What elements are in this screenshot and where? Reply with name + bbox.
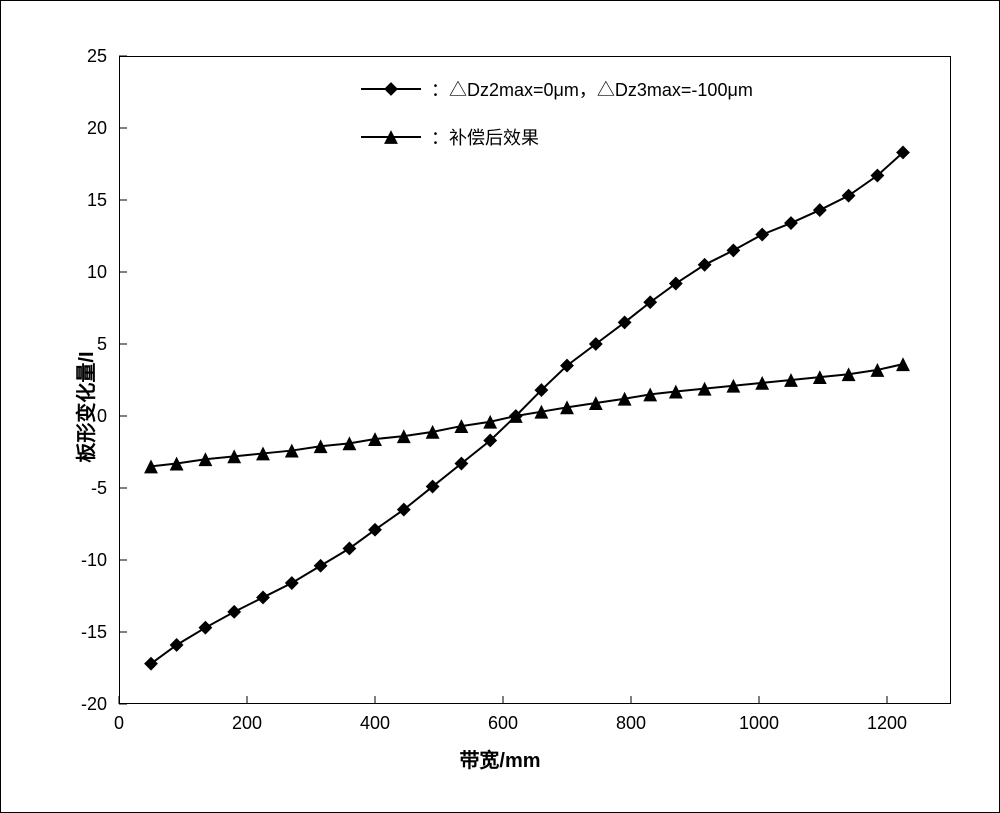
chart-container: 板形变化量/I 带宽/mm ：△Dz2max=0μm，△Dz3max=-100μ… [0, 0, 1000, 813]
legend-symbol [361, 81, 421, 97]
diamond-icon [381, 79, 401, 99]
plot-border [119, 56, 951, 704]
y-tick-label: 0 [97, 407, 107, 425]
y-tick-label: 5 [97, 335, 107, 353]
y-axis-label: 板形变化量/I [70, 351, 99, 462]
legend-label: ：△Dz2max=0μm，△Dz3max=-100μm [431, 76, 753, 102]
y-tick-label: 10 [87, 263, 107, 281]
x-tick-label: 800 [616, 714, 646, 732]
y-tick-label: -20 [81, 695, 107, 713]
y-tick-label: -15 [81, 623, 107, 641]
legend-symbol [361, 129, 421, 145]
y-tick-label: 20 [87, 119, 107, 137]
x-tick-label: 0 [114, 714, 124, 732]
x-tick-label: 400 [360, 714, 390, 732]
plot-area [119, 56, 951, 704]
y-tick-label: -10 [81, 551, 107, 569]
y-tick-label: 25 [87, 47, 107, 65]
x-tick-label: 1000 [739, 714, 779, 732]
triangle-icon [381, 127, 401, 147]
legend: ：△Dz2max=0μm，△Dz3max=-100μm ：补偿后效果 [361, 76, 753, 150]
x-tick-label: 600 [488, 714, 518, 732]
legend-item: ：补偿后效果 [361, 124, 753, 150]
legend-item: ：△Dz2max=0μm，△Dz3max=-100μm [361, 76, 753, 102]
x-tick-label: 1200 [867, 714, 907, 732]
x-axis-label: 带宽/mm [459, 744, 540, 773]
y-tick-label: 15 [87, 191, 107, 209]
legend-label: ：补偿后效果 [431, 124, 539, 150]
x-tick-label: 200 [232, 714, 262, 732]
y-tick-label: -5 [91, 479, 107, 497]
